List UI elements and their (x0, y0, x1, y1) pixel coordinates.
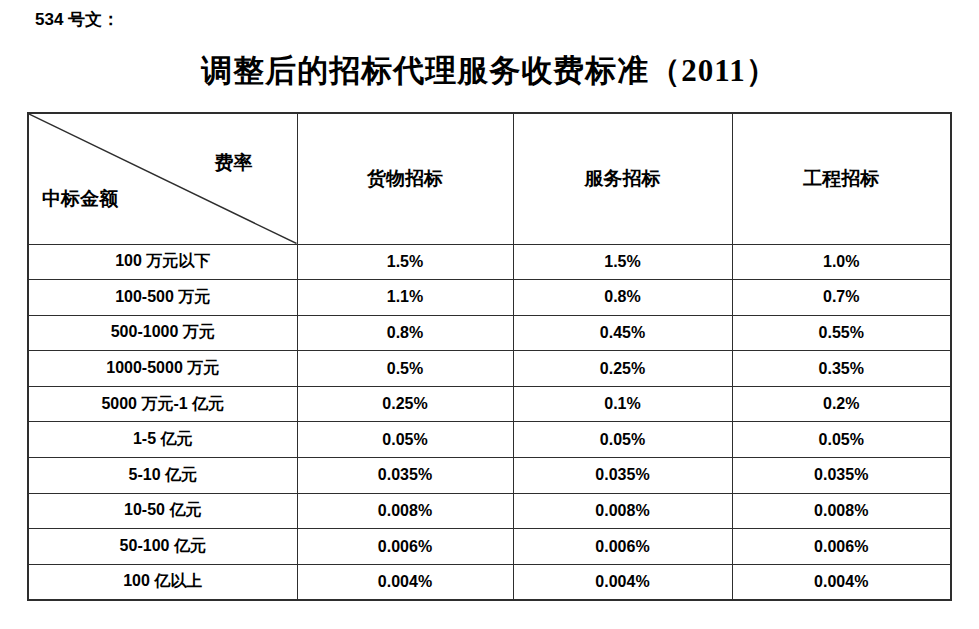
rate-value: 0.35% (732, 351, 951, 387)
table-row: 500-1000 万元0.8%0.45%0.55% (28, 315, 951, 351)
rate-value: 0.006% (732, 529, 951, 565)
rate-value: 0.008% (513, 493, 732, 529)
rate-value: 0.008% (732, 493, 951, 529)
rate-value: 1.5% (297, 244, 513, 280)
row-label-amount-range: 5000 万元-1 亿元 (28, 386, 297, 422)
rate-value: 0.2% (732, 386, 951, 422)
table-body: 100 万元以下1.5%1.5%1.0%100-500 万元1.1%0.8%0.… (28, 244, 951, 600)
rate-value: 0.7% (732, 280, 951, 316)
row-label-amount-range: 50-100 亿元 (28, 529, 297, 565)
rate-value: 0.035% (513, 458, 732, 494)
rate-value: 0.25% (513, 351, 732, 387)
rate-value: 0.008% (297, 493, 513, 529)
table-row: 100-500 万元1.1%0.8%0.7% (28, 280, 951, 316)
table-row: 1-5 亿元0.05%0.05%0.05% (28, 422, 951, 458)
row-label-amount-range: 10-50 亿元 (28, 493, 297, 529)
row-label-amount-range: 1-5 亿元 (28, 422, 297, 458)
rate-value: 1.5% (513, 244, 732, 280)
rate-value: 0.45% (513, 315, 732, 351)
corner-cell: 费率 中标金额 (28, 113, 297, 244)
rate-value: 0.55% (732, 315, 951, 351)
document-page: { "page": { "doc_ref": "534 号文：", "title… (0, 0, 979, 629)
rate-value: 0.1% (513, 386, 732, 422)
rate-value: 0.035% (732, 458, 951, 494)
row-label-amount-range: 100 亿以上 (28, 564, 297, 600)
rate-value: 1.0% (732, 244, 951, 280)
table-row: 5000 万元-1 亿元0.25%0.1%0.2% (28, 386, 951, 422)
rate-value: 0.004% (513, 564, 732, 600)
table-row: 5-10 亿元0.035%0.035%0.035% (28, 458, 951, 494)
rate-value: 0.004% (732, 564, 951, 600)
table-row: 1000-5000 万元0.5%0.25%0.35% (28, 351, 951, 387)
row-label-amount-range: 5-10 亿元 (28, 458, 297, 494)
rate-value: 0.8% (297, 315, 513, 351)
rate-value: 0.006% (513, 529, 732, 565)
corner-label-amount: 中标金额 (42, 186, 118, 212)
row-label-amount-range: 100-500 万元 (28, 280, 297, 316)
page-title: 调整后的招标代理服务收费标准（2011） (0, 50, 979, 92)
doc-ref: 534 号文： (35, 8, 119, 31)
column-header-goods: 货物招标 (297, 113, 513, 244)
diagonal-divider-line (29, 114, 297, 244)
column-header-engineering: 工程招标 (732, 113, 951, 244)
rate-value: 0.05% (513, 422, 732, 458)
rate-value: 0.8% (513, 280, 732, 316)
table-row: 100 万元以下1.5%1.5%1.0% (28, 244, 951, 280)
rate-value: 0.25% (297, 386, 513, 422)
row-label-amount-range: 500-1000 万元 (28, 315, 297, 351)
rate-value: 0.035% (297, 458, 513, 494)
row-label-amount-range: 100 万元以下 (28, 244, 297, 280)
fee-table: 费率 中标金额 货物招标 服务招标 工程招标 100 万元以下1.5%1.5%1… (27, 112, 952, 601)
rate-value: 0.006% (297, 529, 513, 565)
table-row: 10-50 亿元0.008%0.008%0.008% (28, 493, 951, 529)
table-row: 100 亿以上0.004%0.004%0.004% (28, 564, 951, 600)
rate-value: 0.004% (297, 564, 513, 600)
rate-value: 0.5% (297, 351, 513, 387)
rate-value: 1.1% (297, 280, 513, 316)
rate-value: 0.05% (297, 422, 513, 458)
corner-label-rate: 费率 (215, 150, 253, 176)
column-header-services: 服务招标 (513, 113, 732, 244)
rate-value: 0.05% (732, 422, 951, 458)
header-row: 费率 中标金额 货物招标 服务招标 工程招标 (28, 113, 951, 244)
row-label-amount-range: 1000-5000 万元 (28, 351, 297, 387)
table-row: 50-100 亿元0.006%0.006%0.006% (28, 529, 951, 565)
